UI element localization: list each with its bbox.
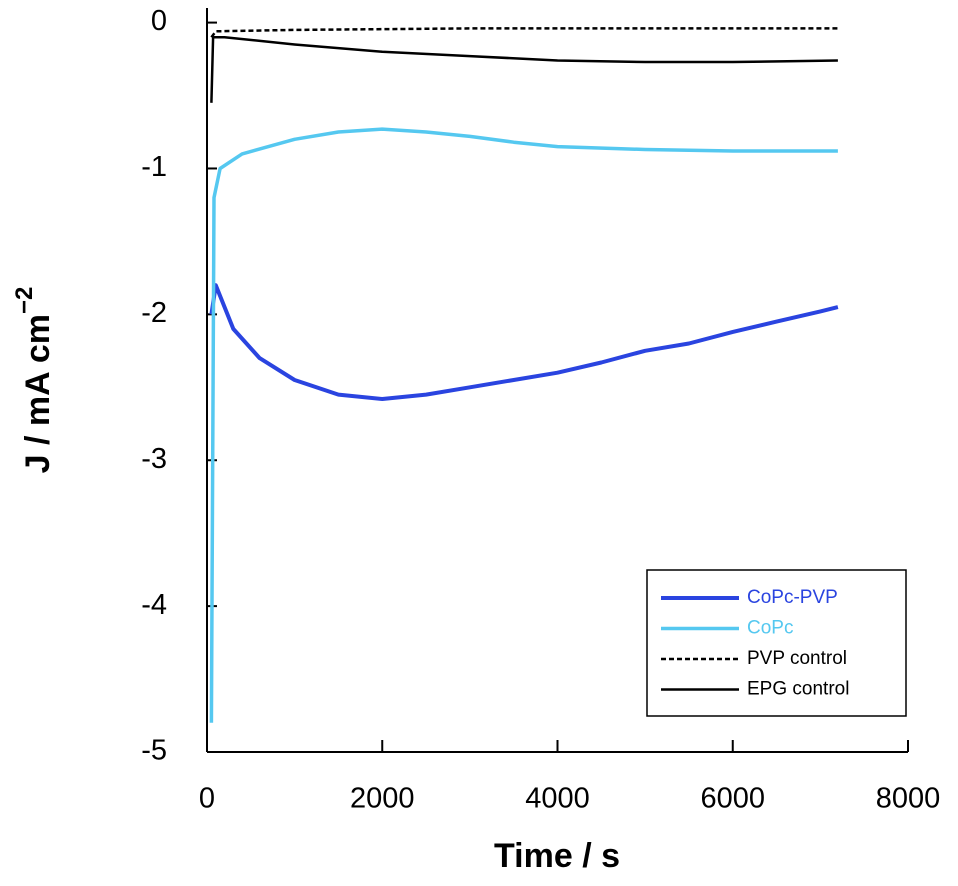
line	[210, 35, 838, 103]
y-axis-title: J / mA cm−2	[11, 287, 57, 474]
y-axis-title-sup: −2	[11, 287, 38, 314]
y-tick-label: -3	[141, 443, 167, 475]
line	[210, 27, 838, 38]
line	[209, 283, 839, 401]
x-axis-title: Time / s	[494, 837, 620, 875]
x-tick-label: 0	[199, 783, 215, 815]
y-tick-label: -5	[141, 735, 167, 767]
x-tick-label: 8000	[876, 783, 941, 815]
line	[209, 127, 838, 723]
legend-label: PVP control	[747, 648, 847, 669]
y-tick-label: -4	[141, 589, 167, 621]
legend-box	[646, 569, 907, 717]
x-tick-label: 2000	[350, 783, 415, 815]
y-tick-label: -1	[141, 151, 167, 183]
legend-label: CoPc-PVP	[747, 587, 838, 608]
y-tick-label: -2	[141, 297, 167, 329]
x-tick-label: 6000	[700, 783, 765, 815]
legend-label: EPG control	[747, 679, 849, 700]
y-tick-label: 0	[151, 5, 167, 37]
y-axis-title-main: J / mA cm	[19, 314, 57, 473]
legend-label: CoPc	[747, 618, 793, 639]
x-tick-label: 4000	[525, 783, 590, 815]
legend: CoPc-PVP CoPc PVP control EPG control	[646, 569, 907, 717]
